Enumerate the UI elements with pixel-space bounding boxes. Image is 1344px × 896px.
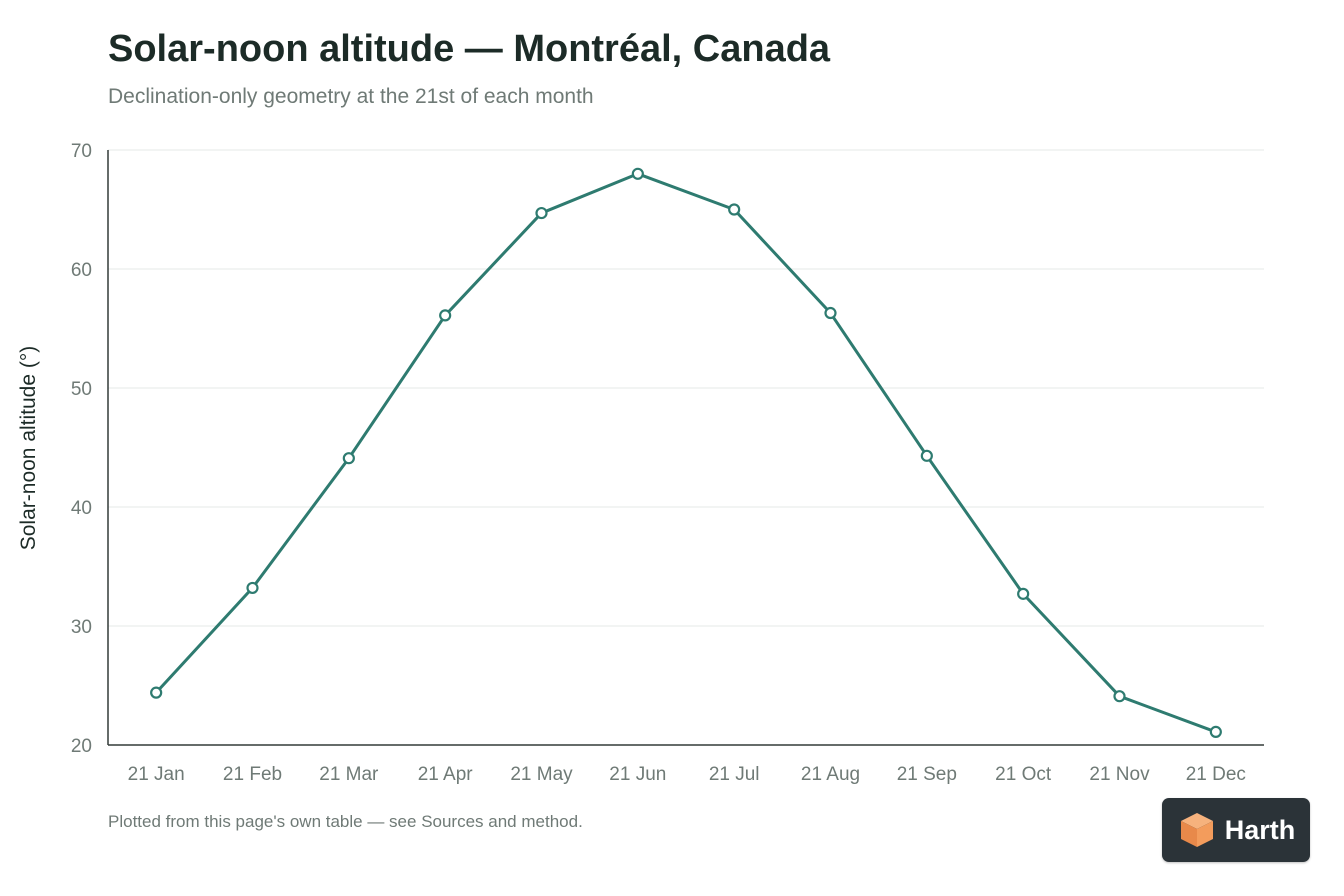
cube-logo-icon (1180, 813, 1213, 847)
series-altitude (150, 167, 1222, 739)
y-tick-label: 30 (71, 617, 92, 638)
y-tick-label: 20 (71, 736, 92, 757)
axes (107, 150, 1264, 746)
brand-name: Harth (1224, 814, 1296, 845)
y-tick-label: 70 (71, 141, 92, 162)
data-point (728, 203, 741, 216)
data-point (631, 167, 644, 180)
brand-badge[interactable]: Harth (1162, 798, 1310, 862)
data-point (920, 449, 933, 462)
data-point (1209, 725, 1222, 739)
x-tick-label: 21 Oct (995, 764, 1052, 785)
data-point (439, 309, 452, 322)
gridlines (108, 149, 1264, 627)
x-tick-label: 21 May (510, 764, 573, 785)
x-tick-label: 21 Jul (709, 764, 760, 785)
x-tick-label: 21 Nov (1089, 764, 1150, 785)
data-point (1017, 587, 1030, 600)
footnote: Plotted from this page's own table — see… (108, 812, 583, 831)
x-tick-label: 21 Dec (1186, 764, 1246, 785)
y-axis-title: Solar-noon altitude (°) (17, 346, 40, 551)
series-line (154, 172, 1218, 734)
x-tick-labels: 21 Jan 21 Feb 21 Mar 21 Apr 21 May 21 Jun 21 J… (128, 764, 1246, 785)
data-point (824, 306, 837, 320)
y-tick-label: 60 (71, 260, 92, 281)
data-point (150, 686, 163, 699)
data-point (246, 581, 259, 595)
x-tick-label: 21 Jan (128, 764, 185, 785)
y-tick-labels: 20 30 40 50 60 70 (71, 141, 92, 757)
data-point (535, 206, 548, 220)
x-tick-label: 21 Feb (223, 764, 282, 785)
x-tick-label: 21 Jun (609, 764, 666, 785)
data-point (342, 452, 355, 465)
y-tick-label: 40 (71, 498, 92, 519)
x-tick-label: 21 Sep (897, 764, 957, 785)
chart-title: Solar-noon altitude — Montréal, Canada (108, 28, 831, 70)
x-tick-label: 21 Aug (801, 764, 860, 785)
y-tick-label: 50 (71, 379, 92, 400)
x-tick-label: 21 Mar (319, 764, 379, 785)
data-point (1113, 690, 1126, 703)
x-tick-label: 21 Apr (418, 764, 474, 785)
chart-subtitle: Declination-only geometry at the 21st of… (108, 85, 594, 108)
